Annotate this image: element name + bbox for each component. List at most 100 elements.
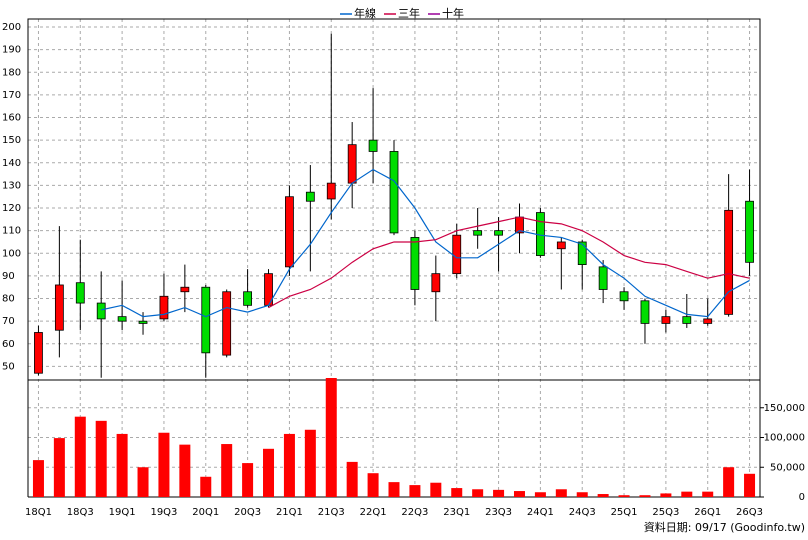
y2-tick-label: 50,000 xyxy=(770,462,805,473)
y2-tick-label: 100,000 xyxy=(764,433,805,444)
candle-body xyxy=(222,291,232,356)
candle-body xyxy=(305,191,315,202)
volume-bar xyxy=(388,482,400,497)
volume-bar xyxy=(451,488,463,497)
volume-bar xyxy=(53,438,65,497)
x-tick-label: 19Q1 xyxy=(109,507,136,518)
x-tick-label: 22Q3 xyxy=(401,507,428,518)
candle-body xyxy=(34,332,43,374)
volume-bar xyxy=(513,491,525,497)
x-tick-label: 25Q3 xyxy=(652,507,679,518)
x-tick-label: 22Q1 xyxy=(360,507,387,518)
y-tick-label: 60 xyxy=(2,339,15,350)
y-tick-label: 120 xyxy=(2,203,21,214)
x-tick-label: 24Q3 xyxy=(569,507,596,518)
x-tick-label: 25Q1 xyxy=(611,507,638,518)
volume-bar xyxy=(346,461,358,497)
volume-bar xyxy=(534,492,546,497)
candle-body xyxy=(159,295,169,320)
volume-bar xyxy=(116,433,128,497)
volume-bar xyxy=(200,476,212,497)
volume-bar xyxy=(367,473,379,497)
candle-body xyxy=(368,139,378,152)
y-tick-label: 170 xyxy=(2,90,21,101)
candle-body xyxy=(473,230,483,236)
candle-body xyxy=(682,316,692,324)
volume-bar xyxy=(221,444,233,497)
candle-body xyxy=(326,182,336,200)
y2-tick-label: 0 xyxy=(799,492,805,503)
legend-label: 年線 xyxy=(354,6,376,20)
x-tick-label: 26Q1 xyxy=(694,507,721,518)
legend-label: 三年 xyxy=(398,6,420,20)
y-tick-label: 80 xyxy=(2,294,15,305)
x-tick-label: 24Q1 xyxy=(527,507,554,518)
candle-body xyxy=(598,266,608,290)
volume-bar xyxy=(660,493,672,497)
volume-bar xyxy=(472,489,484,497)
volume-bar xyxy=(137,467,149,497)
y-tick-label: 90 xyxy=(2,271,15,282)
y2-tick-label: 150,000 xyxy=(764,403,805,414)
volume-bar xyxy=(283,433,295,497)
candle-body xyxy=(431,273,441,293)
volume-bar xyxy=(555,489,567,497)
x-tick-label: 23Q3 xyxy=(485,507,512,518)
candle-body xyxy=(661,316,671,324)
candle-body xyxy=(180,286,190,293)
y-tick-label: 70 xyxy=(2,316,15,327)
volume-bar xyxy=(576,492,588,497)
line-series xyxy=(101,168,750,318)
y-tick-label: 100 xyxy=(2,248,21,259)
candle-body xyxy=(285,196,294,268)
volume-bar xyxy=(32,460,44,497)
y-tick-label: 50 xyxy=(2,361,15,372)
volume-bar xyxy=(74,416,86,497)
candle-body xyxy=(452,234,462,275)
x-tick-label: 18Q3 xyxy=(67,507,94,518)
volume-bar xyxy=(325,378,337,497)
y-tick-label: 200 xyxy=(2,22,21,33)
volume-bar xyxy=(597,494,609,497)
candle-body xyxy=(54,284,64,331)
x-tick-label: 19Q3 xyxy=(150,507,177,518)
candle-body xyxy=(201,286,211,354)
volume-bar xyxy=(95,420,107,497)
x-tick-label: 21Q3 xyxy=(318,507,345,518)
y-tick-label: 150 xyxy=(2,135,21,146)
x-tick-label: 18Q1 xyxy=(25,507,52,518)
candle-body xyxy=(556,241,566,250)
candle-body xyxy=(138,320,148,324)
y-tick-label: 140 xyxy=(2,158,21,169)
candle-body xyxy=(494,230,503,236)
candle-body xyxy=(619,291,629,302)
candle-body xyxy=(577,241,587,265)
candle-body xyxy=(745,200,754,263)
legend-label: 十年 xyxy=(442,6,464,20)
candle-body xyxy=(347,144,357,184)
candle-body xyxy=(703,318,713,324)
candle-body xyxy=(75,282,85,304)
price-panel-frame xyxy=(27,18,761,381)
x-tick-label: 23Q1 xyxy=(443,507,470,518)
x-tick-label: 20Q1 xyxy=(192,507,219,518)
line-series xyxy=(268,216,750,309)
volume-bar xyxy=(618,495,630,497)
volume-bar xyxy=(681,491,693,497)
x-tick-label: 20Q3 xyxy=(234,507,261,518)
volume-bar xyxy=(702,491,714,497)
volume-bar xyxy=(744,473,756,497)
y-tick-label: 190 xyxy=(2,45,21,56)
candle-body xyxy=(117,316,127,322)
volume-bar xyxy=(242,463,254,497)
x-tick-label: 21Q1 xyxy=(276,507,303,518)
volume-bar xyxy=(263,448,275,497)
candle-body xyxy=(640,300,650,324)
y-tick-label: 130 xyxy=(2,180,21,191)
candle-body xyxy=(410,237,420,290)
y-tick-label: 110 xyxy=(2,226,21,237)
candle-body xyxy=(724,209,734,315)
volume-bar xyxy=(304,429,316,497)
